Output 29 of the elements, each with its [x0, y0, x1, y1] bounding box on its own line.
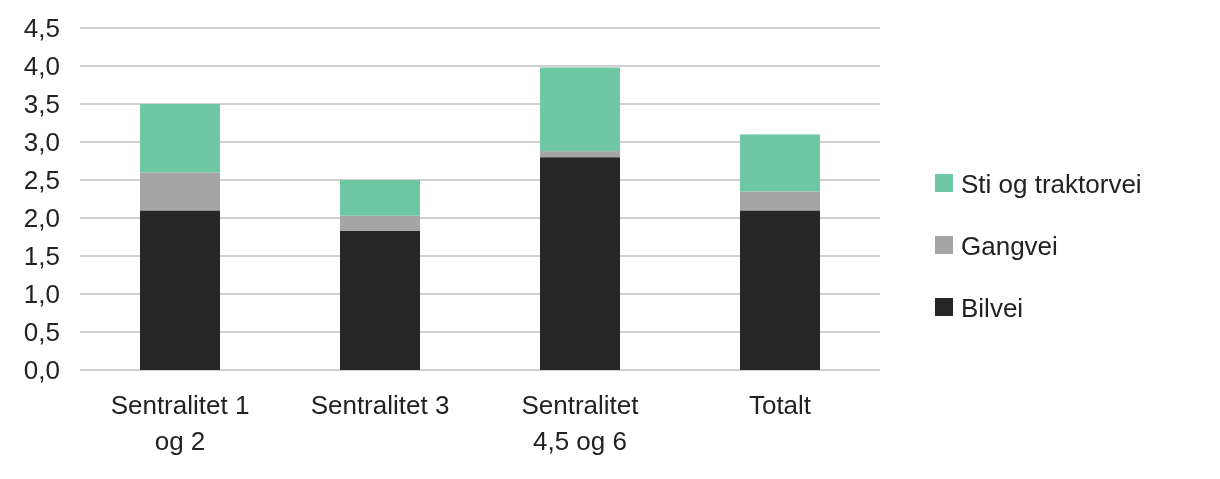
y-tick-label: 4,5: [23, 13, 60, 44]
y-tick-label: 3,5: [23, 89, 60, 120]
bar: [140, 210, 220, 370]
y-tick-label: 2,5: [23, 165, 60, 196]
x-tick-label: Totalt: [748, 390, 812, 420]
y-tick-label: 2,0: [23, 203, 60, 234]
bar: [740, 134, 820, 192]
x-tick-label: Sentralitet 3: [310, 390, 450, 420]
y-tick-label: 3,0: [23, 127, 60, 158]
y-tick-label: 4,0: [23, 51, 60, 82]
x-tick-label: Sentralitet 4,5 og 6: [521, 390, 640, 456]
legend-label: Sti og traktorvei: [961, 169, 1142, 200]
y-tick-label: 1,5: [23, 241, 60, 272]
bar: [140, 104, 220, 173]
bar: [140, 172, 220, 211]
legend-label: Bilvei: [961, 293, 1024, 324]
bar: [540, 67, 620, 152]
bar: [340, 180, 420, 216]
legend-label: Gangvei: [961, 231, 1058, 262]
y-tick-label: 0,0: [23, 355, 60, 386]
bar: [540, 151, 620, 158]
bar: [340, 215, 420, 231]
x-tick-label: Sentralitet 1 og 2: [110, 390, 250, 456]
y-tick-label: 1,0: [23, 279, 60, 310]
bar: [340, 230, 420, 370]
y-tick-label: 0,5: [23, 317, 60, 348]
bar: [740, 191, 820, 211]
bar: [540, 157, 620, 370]
bar: [740, 210, 820, 370]
